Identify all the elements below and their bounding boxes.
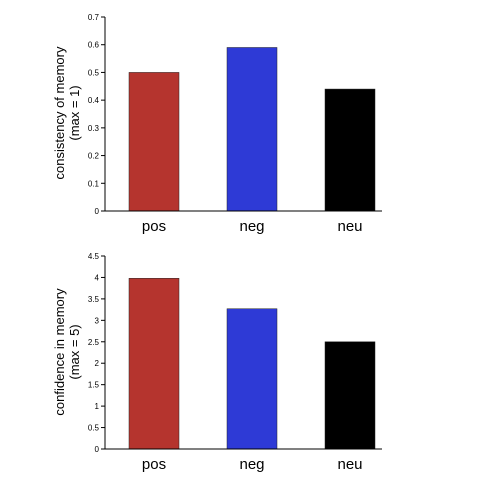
chart-consistency: consistency of memory (max = 1) 0 0.1 0.2 0… — [52, 13, 382, 235]
y-axis-title-line2: (max = 1) — [67, 85, 82, 140]
y-tick-label: 3 — [95, 316, 100, 325]
y-tick-label: 0.3 — [88, 124, 100, 133]
y-tick-label: 0.2 — [88, 152, 100, 161]
y-tick-label: 1 — [95, 402, 100, 411]
y-tick-label: 0 — [95, 207, 100, 216]
y-tick-label: 0 — [95, 445, 100, 454]
y-tick-label: 4.5 — [88, 252, 100, 261]
y-tick-label: 0.4 — [88, 96, 100, 105]
category-label-pos: pos — [142, 456, 166, 473]
y-axis-title-line1: consistency of memory — [52, 46, 67, 179]
bar-neg — [226, 308, 278, 450]
y-tick-label: 0.5 — [88, 68, 100, 77]
bar-pos — [128, 72, 180, 212]
y-tick-label: 0.1 — [88, 179, 100, 188]
y-tick-label: 4 — [95, 273, 100, 282]
bar-neu — [324, 341, 376, 450]
category-label-neu: neu — [337, 218, 362, 235]
bar-neg — [226, 47, 278, 212]
y-tick-label: 0.7 — [88, 13, 100, 22]
category-label-pos: pos — [142, 218, 166, 235]
y-tick-label: 2.5 — [88, 338, 100, 347]
y-tick-label: 0.5 — [88, 424, 100, 433]
bar-neu — [324, 88, 376, 212]
category-label-neu: neu — [337, 456, 362, 473]
y-axis-title-line1: confidence in memory — [52, 288, 67, 416]
y-tick-label: 3.5 — [88, 295, 100, 304]
y-tick-label: 2 — [95, 359, 100, 368]
category-label-neg: neg — [239, 456, 264, 473]
y-tick-label: 0.6 — [88, 41, 100, 50]
chart-confidence: confidence in memory (max = 5) 0 0.5 1 1.5 2… — [52, 252, 382, 473]
y-axis-title-line2: (max = 5) — [67, 324, 82, 379]
y-tick-label: 1.5 — [88, 381, 100, 390]
bar-pos — [128, 278, 180, 450]
category-label-neg: neg — [239, 218, 264, 235]
